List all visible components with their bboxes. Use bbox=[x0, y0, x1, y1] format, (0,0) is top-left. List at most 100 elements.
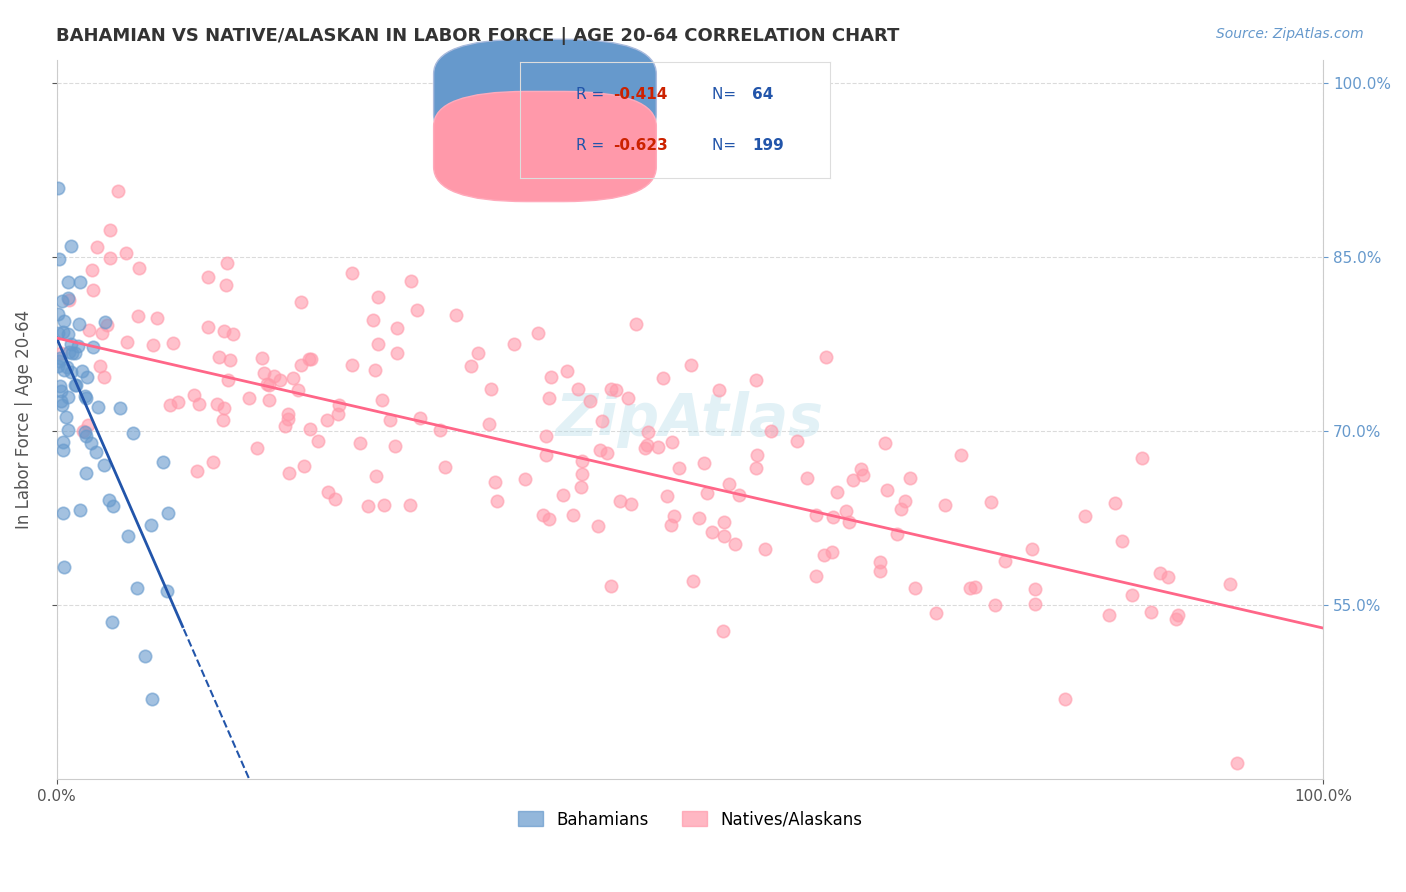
Point bbox=[1111, 533, 1133, 548]
Point bbox=[662, 508, 685, 523]
Point bbox=[55, 409, 77, 424]
Point bbox=[893, 493, 915, 508]
Point bbox=[221, 326, 243, 341]
Point bbox=[69, 317, 91, 331]
Point bbox=[141, 692, 163, 706]
Point bbox=[950, 448, 973, 462]
Point bbox=[444, 308, 467, 322]
Point bbox=[277, 407, 299, 421]
Point bbox=[357, 499, 380, 513]
Point bbox=[101, 615, 124, 629]
Text: 64: 64 bbox=[752, 87, 773, 103]
Point bbox=[49, 379, 72, 393]
Point bbox=[219, 353, 242, 368]
Point bbox=[72, 424, 94, 438]
FancyBboxPatch shape bbox=[433, 39, 657, 149]
Point bbox=[965, 581, 987, 595]
Point bbox=[316, 413, 339, 427]
Point bbox=[713, 515, 735, 529]
Point bbox=[51, 398, 73, 412]
Point bbox=[107, 184, 129, 198]
Point bbox=[90, 326, 112, 340]
Point bbox=[561, 508, 583, 522]
Point bbox=[484, 475, 506, 489]
Point bbox=[555, 364, 578, 378]
Point bbox=[586, 518, 609, 533]
Point bbox=[661, 435, 683, 450]
Point bbox=[82, 340, 104, 354]
Point bbox=[578, 394, 600, 409]
Point bbox=[51, 506, 73, 520]
Point bbox=[93, 370, 115, 384]
Point bbox=[73, 389, 96, 403]
Point bbox=[197, 269, 219, 284]
Point bbox=[852, 468, 875, 483]
Point bbox=[876, 483, 898, 497]
Point bbox=[93, 458, 115, 473]
Point bbox=[252, 366, 274, 380]
Point bbox=[217, 255, 239, 269]
Point bbox=[534, 449, 557, 463]
Point bbox=[378, 413, 401, 427]
Point bbox=[186, 464, 208, 478]
Point bbox=[1074, 509, 1097, 524]
Point bbox=[70, 364, 93, 378]
Point bbox=[277, 412, 299, 426]
Point bbox=[298, 351, 321, 366]
Point bbox=[156, 583, 179, 598]
Point bbox=[56, 275, 79, 289]
Point bbox=[1219, 577, 1241, 591]
Text: 199: 199 bbox=[752, 138, 785, 153]
Point bbox=[1167, 607, 1189, 622]
Point bbox=[342, 358, 364, 372]
Point bbox=[959, 582, 981, 596]
Point bbox=[58, 293, 80, 307]
Point bbox=[713, 528, 735, 542]
Point bbox=[460, 359, 482, 373]
Point bbox=[467, 346, 489, 360]
Point bbox=[804, 508, 827, 522]
Point bbox=[139, 517, 162, 532]
Point bbox=[60, 337, 83, 351]
Point bbox=[538, 512, 561, 526]
Point bbox=[814, 351, 837, 365]
Point bbox=[747, 448, 769, 462]
Point bbox=[281, 371, 304, 385]
Point bbox=[409, 411, 432, 425]
Point bbox=[399, 274, 422, 288]
Point bbox=[80, 436, 103, 450]
Point bbox=[571, 454, 593, 468]
Point bbox=[187, 396, 209, 410]
Point bbox=[744, 461, 766, 475]
Text: BAHAMIAN VS NATIVE/ALASKAN IN LABOR FORCE | AGE 20-64 CORRELATION CHART: BAHAMIAN VS NATIVE/ALASKAN IN LABOR FORC… bbox=[56, 27, 900, 45]
Point bbox=[52, 314, 75, 328]
Point bbox=[56, 423, 79, 437]
Point bbox=[121, 426, 143, 441]
Point bbox=[127, 581, 149, 595]
Point bbox=[110, 401, 132, 416]
Point bbox=[745, 374, 768, 388]
Point bbox=[728, 487, 751, 501]
Text: -0.414: -0.414 bbox=[613, 87, 668, 103]
Point bbox=[215, 277, 238, 292]
Point bbox=[55, 359, 77, 374]
Point bbox=[724, 537, 747, 551]
Point bbox=[67, 339, 90, 353]
Point bbox=[433, 459, 456, 474]
Point bbox=[89, 359, 111, 373]
Point bbox=[869, 564, 891, 578]
Point bbox=[367, 290, 389, 304]
FancyBboxPatch shape bbox=[433, 91, 657, 202]
Point bbox=[980, 495, 1002, 509]
Point bbox=[709, 383, 731, 397]
Point bbox=[711, 624, 734, 638]
Point bbox=[702, 525, 724, 540]
Point bbox=[87, 401, 110, 415]
Point bbox=[754, 542, 776, 557]
Point bbox=[246, 441, 269, 455]
Point bbox=[76, 370, 98, 384]
Point bbox=[58, 390, 80, 404]
Point bbox=[328, 398, 350, 412]
Point bbox=[367, 336, 389, 351]
Point bbox=[591, 414, 613, 428]
